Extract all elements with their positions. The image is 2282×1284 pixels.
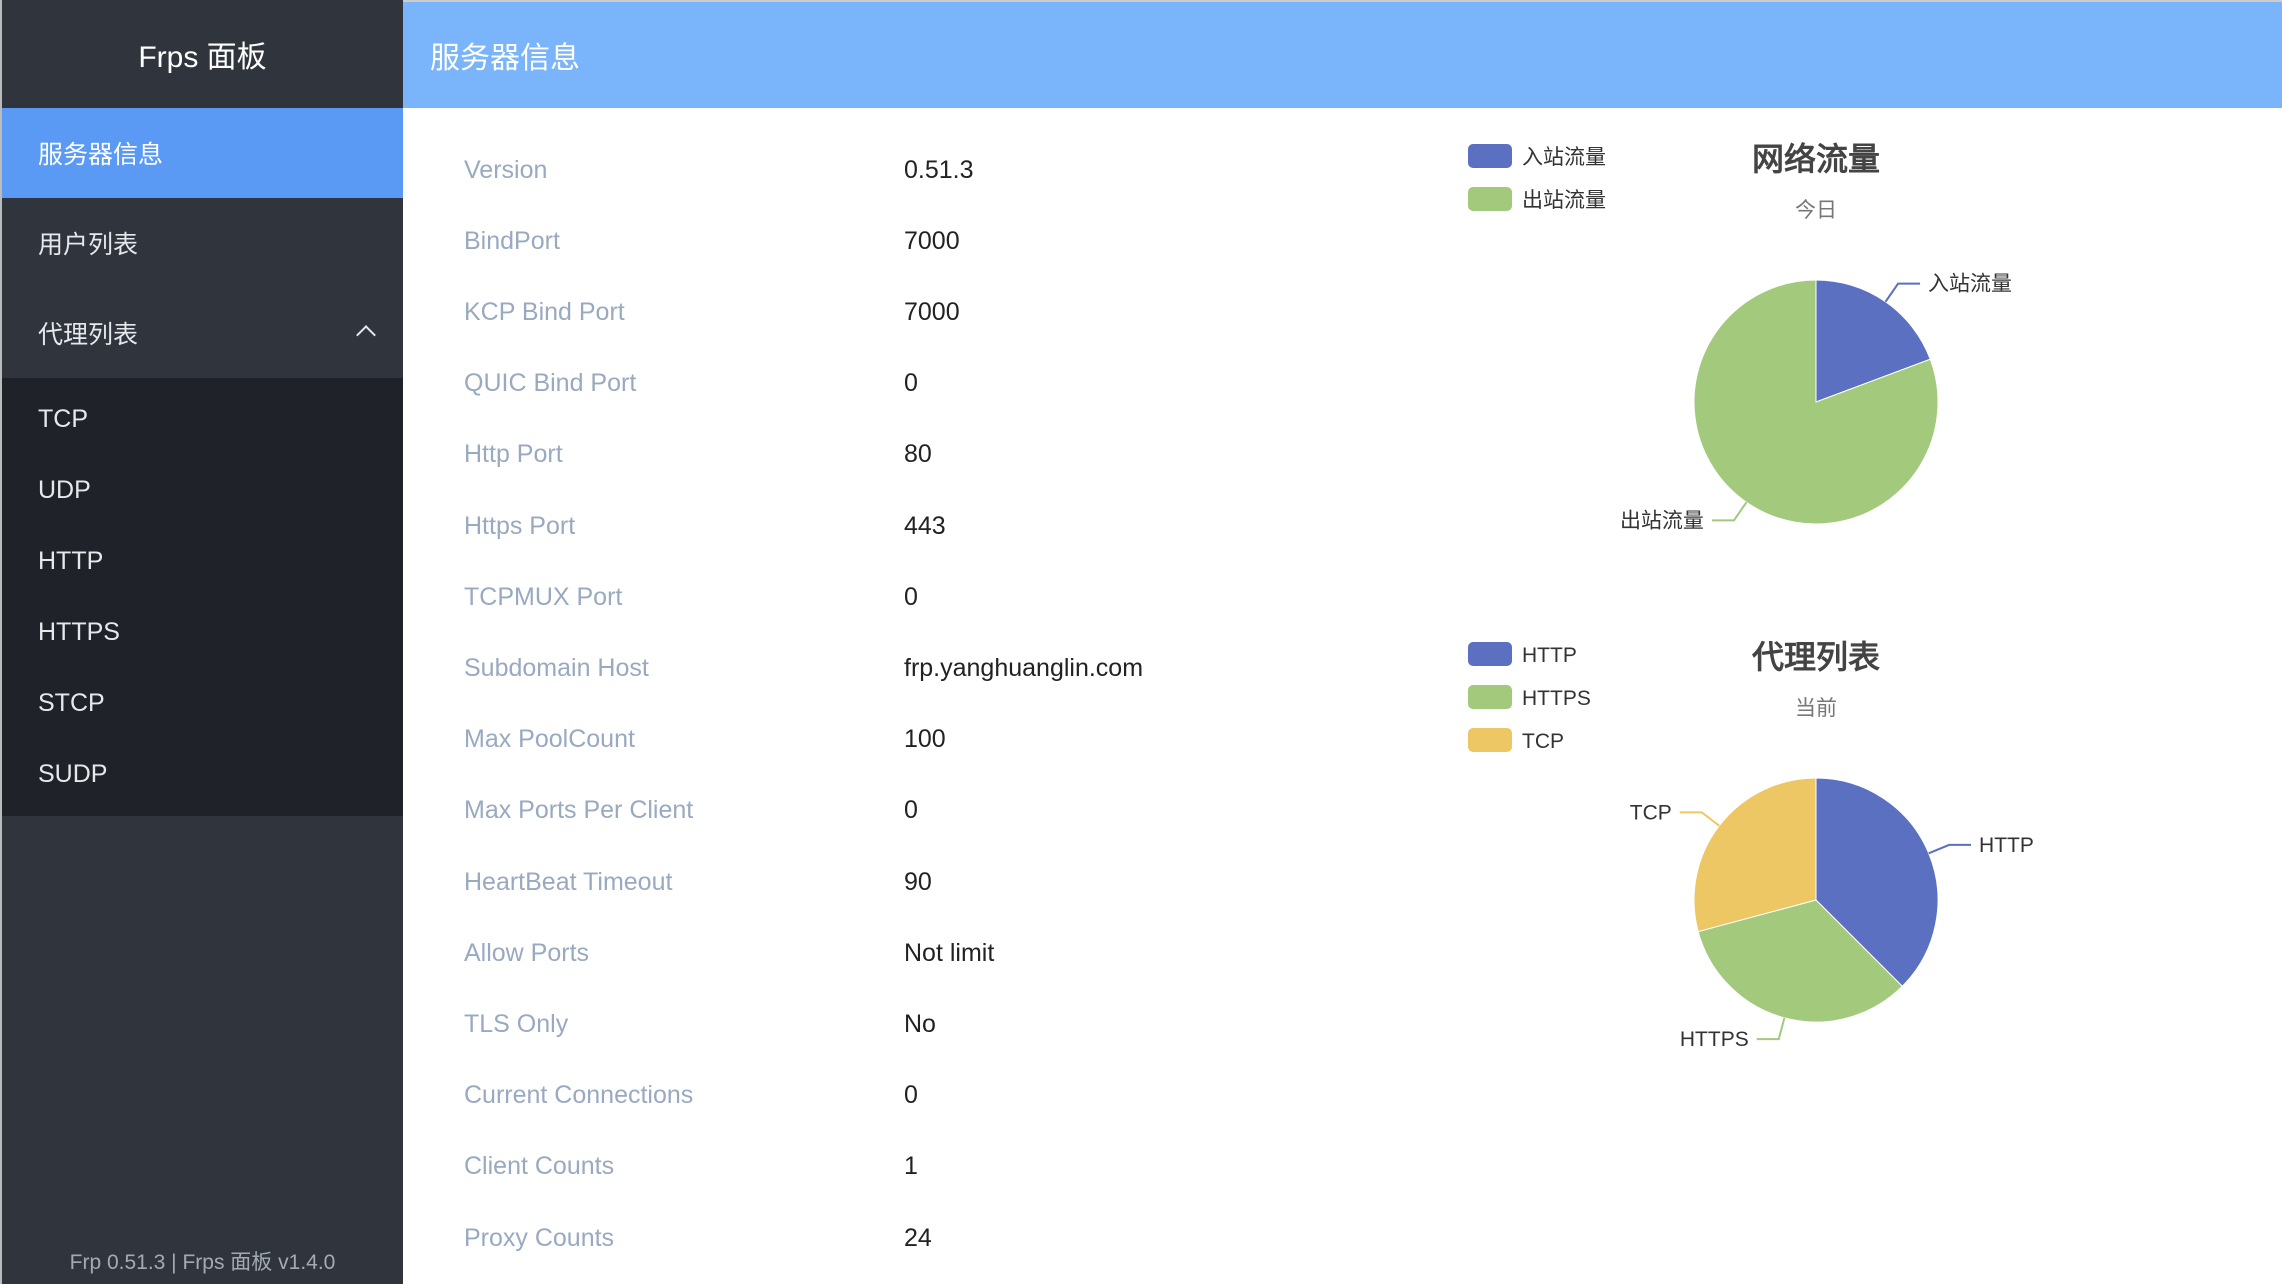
info-row: Current Connections 0 bbox=[464, 1076, 918, 1116]
info-row: BindPort 7000 bbox=[464, 221, 960, 261]
page-header: 服务器信息 bbox=[403, 0, 2282, 108]
page-title: 服务器信息 bbox=[430, 42, 580, 75]
info-row: Http Port 80 bbox=[464, 435, 932, 475]
info-label: Http Port bbox=[464, 440, 563, 469]
info-value: 100 bbox=[904, 725, 946, 754]
info-value: 0 bbox=[904, 582, 918, 611]
brand-title: Frps 面板 bbox=[2, 0, 403, 108]
info-label: BindPort bbox=[464, 226, 560, 255]
chart-title: 网络流量 bbox=[1752, 141, 1880, 177]
slice-label: TCP bbox=[1630, 801, 1672, 824]
slice-label: HTTP bbox=[1979, 834, 2034, 857]
info-value: 90 bbox=[904, 867, 932, 896]
info-label: Current Connections bbox=[464, 1081, 694, 1110]
sidebar-item-proxy-list[interactable]: 代理列表 bbox=[2, 288, 403, 378]
pie-slice[interactable] bbox=[1693, 279, 1939, 525]
pie-slice[interactable] bbox=[1693, 777, 1817, 933]
legend-swatch[interactable] bbox=[1468, 642, 1512, 666]
pie-slice[interactable] bbox=[1815, 279, 1931, 403]
info-label: Version bbox=[464, 155, 548, 184]
info-row: Https Port 443 bbox=[464, 506, 946, 546]
legend-label[interactable]: TCP bbox=[1522, 730, 1564, 753]
info-value: 24 bbox=[904, 1223, 932, 1252]
sidebar-item-stcp[interactable]: STCP bbox=[38, 689, 105, 717]
label-line bbox=[1711, 501, 1748, 522]
info-value: 80 bbox=[904, 440, 932, 469]
info-row: QUIC Bind Port 0 bbox=[464, 364, 918, 404]
info-label: HeartBeat Timeout bbox=[464, 867, 673, 896]
info-value: 443 bbox=[904, 511, 946, 540]
label-line bbox=[1679, 811, 1720, 827]
info-value: 1 bbox=[904, 1152, 918, 1181]
label-line bbox=[1884, 282, 1921, 303]
sidebar-item-http[interactable]: HTTP bbox=[38, 547, 104, 575]
info-row: KCP Bind Port 7000 bbox=[464, 292, 960, 332]
proxy-submenu: TCP UDP HTTP HTTPS STCP SUDP bbox=[2, 378, 403, 816]
info-label: Subdomain Host bbox=[464, 653, 649, 682]
info-row: TCPMUX Port 0 bbox=[464, 577, 918, 617]
info-row: HeartBeat Timeout 90 bbox=[464, 862, 932, 902]
slice-label: HTTPS bbox=[1680, 1028, 1749, 1051]
sidebar-item-server-info[interactable]: 服务器信息 bbox=[2, 108, 403, 198]
pie-slice[interactable] bbox=[1815, 777, 1939, 987]
info-value: 0 bbox=[904, 796, 918, 825]
chart-subtitle: 当前 bbox=[1795, 697, 1837, 720]
legend-swatch[interactable] bbox=[1468, 728, 1512, 752]
info-value: frp.yanghuanglin.com bbox=[904, 653, 1144, 682]
info-row: Allow Ports Not limit bbox=[464, 933, 994, 973]
sidebar-item-sudp[interactable]: SUDP bbox=[38, 760, 108, 788]
sidebar-item-udp[interactable]: UDP bbox=[38, 476, 91, 504]
info-label: TLS Only bbox=[464, 1009, 569, 1038]
info-value: 0 bbox=[904, 369, 918, 398]
info-value: 0.51.3 bbox=[904, 155, 974, 184]
info-row: Proxy Counts 24 bbox=[464, 1218, 932, 1258]
legend-swatch[interactable] bbox=[1468, 144, 1512, 168]
sidebar-item-user-list[interactable]: 用户列表 bbox=[38, 231, 139, 259]
sidebar-item-https[interactable]: HTTPS bbox=[38, 618, 120, 646]
legend-swatch[interactable] bbox=[1468, 187, 1512, 211]
info-label: Max Ports Per Client bbox=[464, 796, 694, 825]
info-label: Https Port bbox=[464, 511, 576, 540]
info-label: Allow Ports bbox=[464, 938, 590, 967]
info-label: Client Counts bbox=[464, 1152, 615, 1181]
chevron-up-icon bbox=[356, 325, 376, 345]
info-row: Max Ports Per Client 0 bbox=[464, 791, 918, 831]
legend-label[interactable]: 入站流量 bbox=[1522, 146, 1606, 169]
slice-label: 出站流量 bbox=[1620, 509, 1704, 532]
info-value: 0 bbox=[904, 1081, 918, 1110]
pie-slice[interactable] bbox=[1697, 899, 1903, 1023]
info-label: Max PoolCount bbox=[464, 725, 635, 754]
info-value: Not limit bbox=[904, 938, 995, 967]
version-footer: Frp 0.51.3 | Frps 面板 v1.4.0 bbox=[69, 1251, 336, 1274]
chart-subtitle: 今日 bbox=[1795, 199, 1837, 222]
info-row: TLS Only No bbox=[464, 1004, 936, 1044]
label-line bbox=[1756, 1017, 1786, 1041]
legend-label[interactable]: HTTP bbox=[1522, 644, 1577, 667]
info-value: 7000 bbox=[904, 226, 960, 255]
info-value: 7000 bbox=[904, 297, 960, 326]
info-row: Subdomain Host frp.yanghuanglin.com bbox=[464, 648, 1143, 688]
slice-label: 入站流量 bbox=[1928, 273, 2012, 296]
info-value: No bbox=[904, 1009, 936, 1038]
sidebar-item-tcp[interactable]: TCP bbox=[38, 405, 88, 433]
info-row: Max PoolCount 100 bbox=[464, 720, 946, 760]
legend-label[interactable]: 出站流量 bbox=[1522, 189, 1606, 212]
chart-title: 代理列表 bbox=[1751, 639, 1880, 675]
info-label: TCPMUX Port bbox=[464, 582, 623, 611]
info-label: Proxy Counts bbox=[464, 1223, 615, 1252]
sidebar: Frps 面板 服务器信息 用户列表 代理列表 TCP UDP HTTP HTT… bbox=[0, 0, 403, 1284]
info-label: QUIC Bind Port bbox=[464, 369, 637, 398]
info-row: Version 0.51.3 bbox=[464, 150, 974, 190]
info-label: KCP Bind Port bbox=[464, 297, 625, 326]
info-row: Client Counts 1 bbox=[464, 1147, 918, 1187]
legend-label[interactable]: HTTPS bbox=[1522, 687, 1591, 710]
label-line bbox=[1928, 843, 1972, 855]
legend-swatch[interactable] bbox=[1468, 685, 1512, 709]
sidebar-item-label: 代理列表 bbox=[38, 321, 139, 349]
